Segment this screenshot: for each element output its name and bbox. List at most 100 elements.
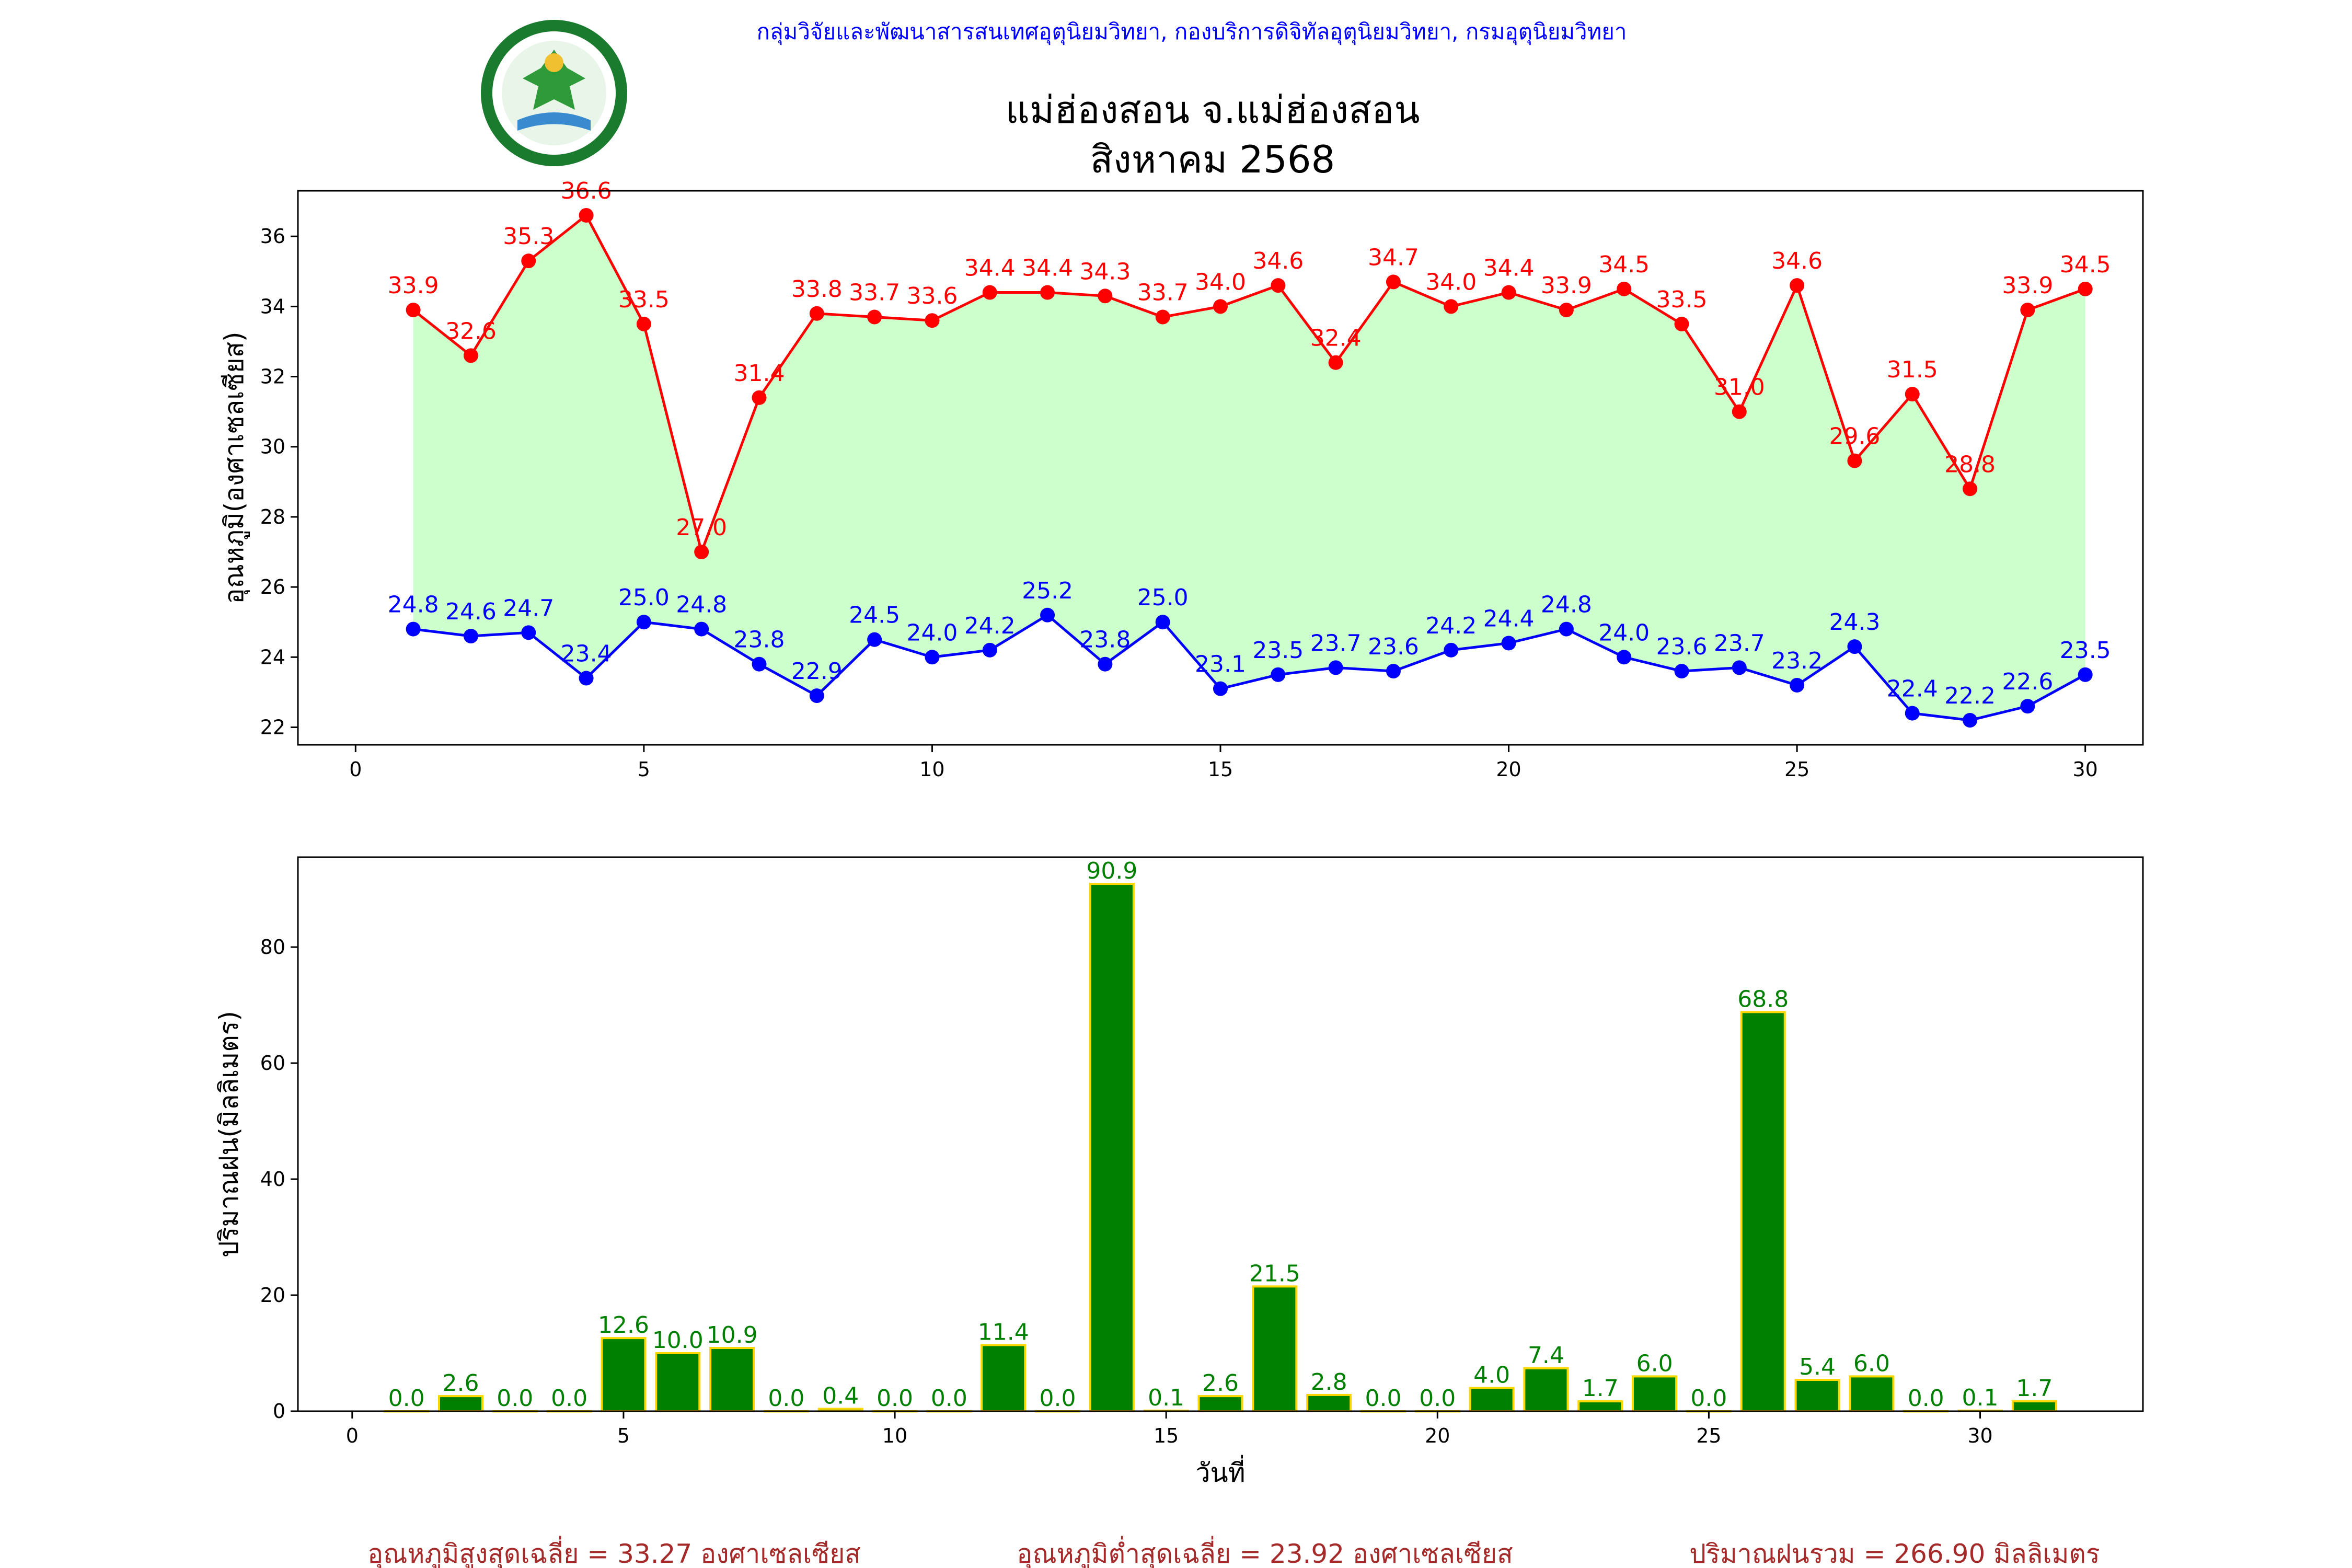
department-line: กลุ่มวิจัยและพัฒนาสารสนเทศอุตุนิยมวิทยา,… bbox=[756, 19, 1627, 45]
temperature-max-data-label: 29.6 bbox=[1829, 423, 1880, 450]
rainfall-data-label: 0.0 bbox=[1365, 1385, 1401, 1412]
temperature-min-data-label: 23.4 bbox=[561, 641, 612, 667]
rainfall-x-tick-label: 0 bbox=[346, 1424, 359, 1447]
temperature-max-point bbox=[1732, 404, 1747, 419]
temperature-max-data-label: 34.4 bbox=[964, 255, 1016, 282]
summary-rain-total: ปริมาณฝนรวม = 266.90 มิลลิเมตร bbox=[1689, 1539, 2100, 1568]
rainfall-data-label: 11.4 bbox=[978, 1319, 1029, 1345]
temperature-min-data-label: 24.0 bbox=[1598, 619, 1650, 646]
temperature-min-point bbox=[463, 629, 478, 644]
temperature-max-point bbox=[1617, 281, 1632, 296]
rainfall-data-label: 0.1 bbox=[1148, 1385, 1184, 1411]
temperature-min-point bbox=[1963, 713, 1978, 728]
temperature-max-point bbox=[2078, 281, 2093, 296]
rainfall-bar bbox=[655, 1352, 701, 1412]
temperature-y-tick-label: 34 bbox=[260, 295, 285, 318]
temperature-max-point bbox=[1386, 274, 1401, 290]
rainfall-data-label: 7.4 bbox=[1528, 1342, 1564, 1369]
rainfall-data-label: 0.0 bbox=[1690, 1385, 1727, 1412]
temperature-max-point bbox=[521, 253, 536, 269]
temperature-min-point bbox=[982, 642, 997, 658]
temperature-min-point bbox=[1328, 660, 1343, 675]
temperature-max-point bbox=[1098, 289, 1113, 304]
temperature-min-data-label: 24.4 bbox=[1483, 605, 1535, 632]
temperature-min-point bbox=[636, 615, 651, 630]
rainfall-x-tick-label: 25 bbox=[1696, 1424, 1721, 1447]
temperature-x-tick-label: 20 bbox=[1496, 758, 1521, 781]
temperature-max-data-label: 28.8 bbox=[1944, 451, 1996, 478]
temperature-max-point bbox=[809, 306, 824, 321]
rainfall-x-tick-label: 30 bbox=[1967, 1424, 1992, 1447]
temperature-min-point bbox=[1617, 650, 1632, 665]
temperature-x-tick-label: 25 bbox=[1784, 758, 1809, 781]
temperature-min-point bbox=[521, 625, 536, 640]
rainfall-data-label: 10.9 bbox=[707, 1322, 758, 1348]
temperature-max-data-label: 35.3 bbox=[503, 223, 554, 250]
temperature-max-data-label: 34.0 bbox=[1425, 269, 1477, 295]
temperature-y-tick-label: 32 bbox=[260, 365, 285, 388]
temperature-max-line bbox=[412, 213, 2086, 557]
temperature-max-point bbox=[1559, 303, 1574, 318]
temperature-max-point bbox=[982, 285, 997, 300]
rainfall-bar bbox=[2011, 1400, 2057, 1412]
temperature-min-point bbox=[1790, 677, 1805, 693]
rainfall-bar bbox=[601, 1337, 647, 1412]
rainfall-bar bbox=[1740, 1011, 1786, 1413]
temperature-min-point bbox=[1213, 681, 1228, 696]
temperature-min-point bbox=[1501, 636, 1516, 651]
rainfall-bar bbox=[709, 1347, 755, 1412]
rainfall-bar bbox=[1306, 1393, 1352, 1412]
temperature-max-data-label: 34.5 bbox=[1598, 251, 1650, 278]
rainfall-plot-frame bbox=[297, 856, 2144, 1412]
temperature-max-data-label: 33.9 bbox=[2002, 272, 2053, 299]
chart-title-station: แม่ฮ่องสอน จ.แม่ฮ่องสอน bbox=[1005, 88, 1420, 132]
temperature-min-data-label: 24.7 bbox=[503, 595, 554, 621]
temperature-min-point bbox=[2020, 699, 2035, 714]
temperature-y-tick-label: 36 bbox=[260, 225, 285, 248]
temperature-min-data-label: 23.7 bbox=[1310, 630, 1362, 656]
rainfall-data-label: 0.0 bbox=[1908, 1385, 1944, 1412]
temperature-max-data-label: 34.7 bbox=[1368, 244, 1419, 271]
temperature-max-data-label: 31.5 bbox=[1887, 356, 1938, 383]
temperature-min-point bbox=[1732, 660, 1747, 675]
temperature-min-data-label: 22.2 bbox=[1944, 683, 1996, 709]
temperature-min-point bbox=[1040, 607, 1055, 622]
temperature-min-data-label: 23.2 bbox=[1771, 648, 1823, 674]
rainfall-bar bbox=[1252, 1285, 1298, 1413]
temperature-max-point bbox=[1905, 387, 1920, 402]
temperature-min-point bbox=[1271, 667, 1286, 682]
temperature-min-data-label: 24.8 bbox=[676, 592, 727, 618]
temperature-max-data-label: 33.9 bbox=[388, 272, 439, 299]
rainfall-data-label: 0.0 bbox=[877, 1385, 913, 1412]
temperature-min-data-label: 22.4 bbox=[1887, 676, 1938, 702]
temperature-max-point bbox=[1328, 355, 1343, 370]
rainfall-data-label: 0.4 bbox=[822, 1383, 859, 1410]
temperature-min-data-label: 25.0 bbox=[1137, 584, 1189, 611]
temperature-max-data-label: 33.6 bbox=[906, 283, 958, 309]
temperature-min-point bbox=[1674, 664, 1689, 679]
temperature-max-point bbox=[1790, 278, 1805, 293]
rainfall-chart: 0.0 2.6 0.0 0.0 12.610.0 10.9 0.0 0.4 0.0 0.0 11.4… bbox=[214, 856, 2144, 1488]
rainfall-data-label: 5.4 bbox=[1799, 1354, 1836, 1380]
temperature-max-data-label: 34.3 bbox=[1079, 258, 1131, 285]
temperature-min-data-label: 24.5 bbox=[849, 602, 900, 629]
temperature-min-data-label: 24.2 bbox=[964, 613, 1016, 639]
temperature-max-data-label: 33.8 bbox=[791, 276, 843, 303]
temperature-y-tick-label: 26 bbox=[260, 575, 285, 598]
temperature-max-point bbox=[694, 545, 709, 560]
temperature-max-point bbox=[406, 303, 421, 318]
temperature-y-tick-label: 28 bbox=[260, 505, 285, 528]
rainfall-data-label: 6.0 bbox=[1853, 1350, 1890, 1377]
rainfall-bar bbox=[981, 1344, 1027, 1413]
temperature-max-data-label: 34.0 bbox=[1195, 269, 1246, 295]
temperature-min-data-label: 24.6 bbox=[445, 598, 497, 625]
rainfall-data-label: 2.6 bbox=[1202, 1370, 1239, 1397]
temperature-min-point bbox=[1847, 639, 1862, 654]
temperature-y-tick-label: 22 bbox=[260, 716, 285, 739]
summary-avg-min: อุณหภูมิต่ำสุดเฉลี่ย = 23.92 องศาเซลเซีย… bbox=[1017, 1536, 1513, 1568]
rainfall-bar bbox=[1523, 1367, 1569, 1412]
rainfall-y-tick-label: 80 bbox=[260, 936, 285, 959]
temperature-max-data-label: 33.7 bbox=[849, 280, 900, 306]
temperature-max-point bbox=[1155, 309, 1170, 325]
